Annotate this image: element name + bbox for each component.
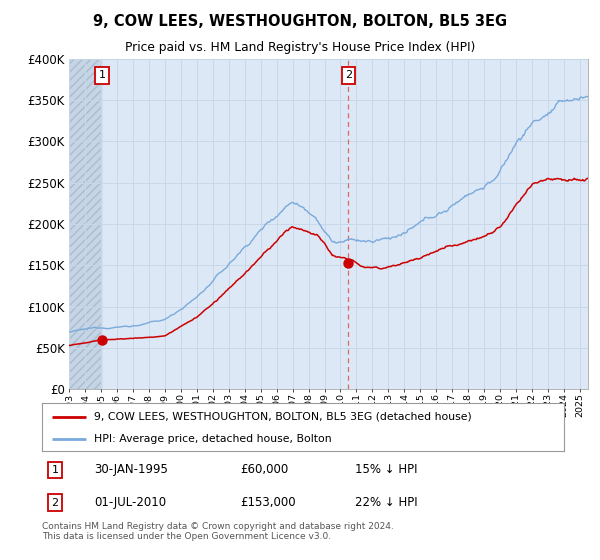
Text: 1: 1	[99, 71, 106, 80]
Text: £153,000: £153,000	[241, 496, 296, 509]
Text: £60,000: £60,000	[241, 464, 289, 477]
Bar	[69, 59, 102, 389]
Text: 30-JAN-1995: 30-JAN-1995	[94, 464, 168, 477]
Bar	[69, 59, 102, 389]
Text: 15% ↓ HPI: 15% ↓ HPI	[355, 464, 418, 477]
Text: 2: 2	[345, 71, 352, 80]
Text: 1: 1	[52, 465, 59, 475]
Text: 2: 2	[52, 498, 59, 507]
Text: 9, COW LEES, WESTHOUGHTON, BOLTON, BL5 3EG: 9, COW LEES, WESTHOUGHTON, BOLTON, BL5 3…	[93, 14, 507, 29]
Text: HPI: Average price, detached house, Bolton: HPI: Average price, detached house, Bolt…	[94, 434, 332, 444]
Text: Contains HM Land Registry data © Crown copyright and database right 2024.
This d: Contains HM Land Registry data © Crown c…	[42, 522, 394, 542]
Text: 9, COW LEES, WESTHOUGHTON, BOLTON, BL5 3EG (detached house): 9, COW LEES, WESTHOUGHTON, BOLTON, BL5 3…	[94, 412, 472, 422]
Text: 22% ↓ HPI: 22% ↓ HPI	[355, 496, 418, 509]
Text: 01-JUL-2010: 01-JUL-2010	[94, 496, 166, 509]
Text: Price paid vs. HM Land Registry's House Price Index (HPI): Price paid vs. HM Land Registry's House …	[125, 41, 475, 54]
